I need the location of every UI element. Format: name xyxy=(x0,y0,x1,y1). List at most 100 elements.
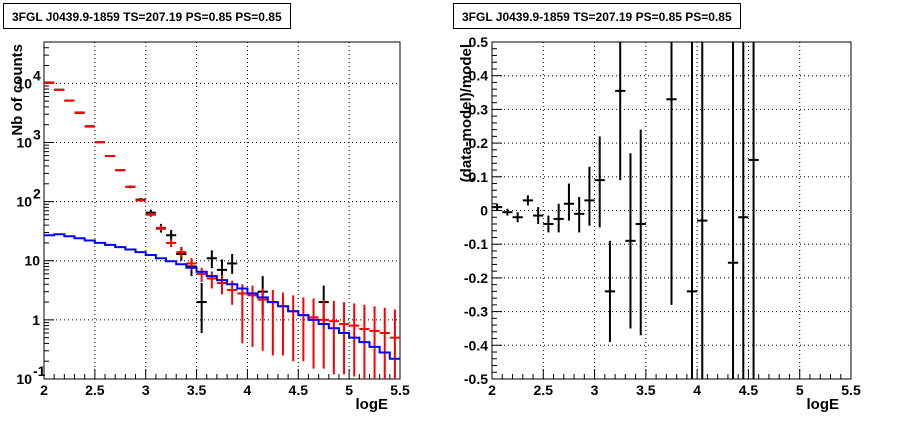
data-point xyxy=(686,42,698,379)
x-tick-label: 4.5 xyxy=(739,382,759,398)
data-point xyxy=(563,183,575,221)
model-point xyxy=(176,247,187,258)
x-tick-label: 2 xyxy=(40,382,48,398)
data-point xyxy=(533,207,544,224)
model-point xyxy=(389,309,400,379)
model-point xyxy=(115,169,126,172)
y-tick-label: 0 xyxy=(480,203,488,219)
data-point xyxy=(727,42,739,379)
residuals-chart-title: 3FGL J0439.9-1859 TS=207.19 PS=0.85 PS=0… xyxy=(453,3,741,29)
x-tick-label: 5.5 xyxy=(841,382,861,398)
data-point xyxy=(584,166,595,226)
model-point xyxy=(74,111,85,114)
model-point xyxy=(237,284,248,344)
data-point xyxy=(594,136,605,228)
data-point xyxy=(604,240,616,342)
model-point xyxy=(308,298,319,369)
x-tick-label: 3.5 xyxy=(636,382,656,398)
y-tick-label: 10 -1 xyxy=(16,363,45,387)
data-point xyxy=(543,215,554,233)
model-curve xyxy=(44,233,400,360)
data-point xyxy=(166,230,177,241)
y-tick-base: 10 xyxy=(16,194,32,210)
y-tick-label: -0.1 xyxy=(464,236,488,252)
model-point xyxy=(206,271,217,289)
y-tick-label: 10 4 xyxy=(16,67,41,91)
model-point xyxy=(379,307,390,379)
model-point xyxy=(328,300,339,375)
model-point xyxy=(125,185,136,188)
x-tick-label: 5 xyxy=(796,382,804,398)
model-point xyxy=(94,141,106,144)
data-point xyxy=(196,283,207,333)
data-point xyxy=(522,195,534,206)
y-tick-label: 0.5 xyxy=(469,34,489,50)
x-tick-label: 2.5 xyxy=(534,382,554,398)
x-tick-label: 4 xyxy=(244,382,252,398)
model-point xyxy=(135,198,146,202)
y-tick-label: 1 xyxy=(32,312,40,328)
residuals-panel: 3FGL J0439.9-1859 TS=207.19 PS=0.85 PS=0… xyxy=(449,0,898,421)
x-tick-label: 2 xyxy=(488,382,496,398)
y-tick-label: 0.2 xyxy=(469,135,489,151)
x-tick-label: 5 xyxy=(345,382,353,398)
model-point xyxy=(338,302,350,375)
y-tick-base: 1 xyxy=(32,312,40,328)
model-point xyxy=(216,275,228,295)
data-point xyxy=(492,203,503,211)
y-tick-label: -0.4 xyxy=(464,337,488,353)
model-point xyxy=(267,289,278,356)
y-tick-label: 0.3 xyxy=(469,101,489,117)
data-point xyxy=(625,153,636,329)
x-axis-label: logE xyxy=(807,396,840,413)
data-point xyxy=(574,197,585,233)
y-tick-base: 10 xyxy=(16,371,32,387)
x-tick-label: 3 xyxy=(142,382,150,398)
model-point xyxy=(196,267,207,282)
data-point xyxy=(635,129,646,336)
x-tick-label: 4 xyxy=(693,382,701,398)
model-point xyxy=(145,212,156,217)
residuals-chart: 2 2.5 3 3.5 4 4.5 5 5.5 -0.5 -0.4 -0.3 -0.2 -0.1 0 0.1… xyxy=(458,34,861,413)
y-tick-exponent: -1 xyxy=(33,363,46,379)
y-tick-exponent: 4 xyxy=(33,67,41,83)
model-point xyxy=(84,125,95,128)
y-tick-base: 10 xyxy=(16,134,32,150)
model-point xyxy=(64,99,75,102)
data-point xyxy=(553,203,564,233)
data-point xyxy=(206,250,217,269)
data-point xyxy=(615,42,626,181)
y-tick-base: 10 xyxy=(16,75,32,91)
counts-panel: 3FGL J0439.9-1859 TS=207.19 PS=0.85 PS=0… xyxy=(3,3,410,413)
model-point xyxy=(54,88,65,91)
x-tick-label: 3 xyxy=(591,382,599,398)
model-point xyxy=(369,306,380,379)
data-point xyxy=(697,42,708,379)
model-point xyxy=(44,82,55,85)
plot-frame xyxy=(43,41,401,380)
counts-chart-title: 3FGL J0439.9-1859 TS=207.19 PS=0.85 PS=0… xyxy=(3,3,291,29)
x-tick-label: 4.5 xyxy=(289,382,309,398)
model-point xyxy=(349,303,360,377)
model-point xyxy=(277,292,289,356)
y-tick-label: -0.3 xyxy=(464,304,488,320)
y-tick-label: 10 3 xyxy=(16,126,41,150)
data-point xyxy=(738,42,749,379)
model-point xyxy=(247,285,258,347)
y-tick-base: 10 xyxy=(24,253,40,269)
y-tick-label: -0.2 xyxy=(464,270,488,286)
model-point xyxy=(298,297,309,362)
data-point xyxy=(512,212,523,223)
model-point xyxy=(166,239,177,248)
x-tick-label: 5.5 xyxy=(390,382,410,398)
data-point xyxy=(748,42,759,379)
x-axis-label: logE xyxy=(356,396,389,413)
x-tick-label: 3.5 xyxy=(187,382,207,398)
model-point xyxy=(318,299,329,369)
data-point xyxy=(502,208,513,216)
y-axis-label: Nb of counts xyxy=(9,44,26,136)
data-point xyxy=(227,253,238,274)
model-point xyxy=(155,225,167,231)
y-tick-label: 10 xyxy=(24,253,40,269)
